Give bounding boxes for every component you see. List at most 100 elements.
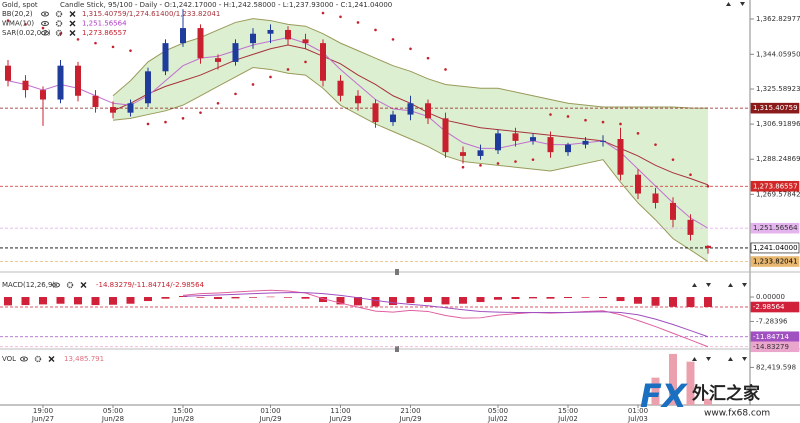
candle-body (40, 90, 46, 100)
bar (704, 398, 712, 405)
level-label: 1,233.82041 (753, 258, 798, 266)
settings-icon[interactable] (55, 29, 63, 37)
bar (616, 297, 625, 302)
candle-body (232, 43, 239, 62)
move-up-icon[interactable] (728, 357, 733, 361)
bar (459, 297, 467, 304)
x-tick-label: Jul/02 (557, 415, 578, 423)
candle-body (670, 202, 676, 220)
sar-dot (216, 101, 220, 105)
bar (21, 297, 30, 306)
move-down-icon[interactable] (706, 357, 711, 361)
bar (319, 297, 327, 303)
candle-body (407, 103, 414, 115)
sar-dot (286, 68, 290, 71)
eye-icon[interactable] (52, 282, 60, 288)
sar-dot (549, 113, 552, 116)
move-up-icon[interactable] (692, 283, 697, 287)
x-tick-label: Jun/29 (328, 415, 351, 423)
chart-title: Gold, spot (2, 1, 38, 9)
bar (424, 297, 432, 303)
panel-readout: 13,485.791 (64, 355, 104, 363)
y-tick-label: 1,344.05950 (756, 50, 800, 58)
sar-dot (514, 160, 517, 163)
x-tick-label: 01:00 (628, 407, 648, 415)
move-up-icon[interactable] (728, 283, 733, 287)
sar-dot (129, 49, 132, 52)
sar-dot (619, 122, 622, 126)
sar-dot (391, 38, 395, 41)
sar-dot (356, 21, 360, 24)
sar-dot (531, 158, 535, 161)
sar-dot (689, 173, 692, 177)
legend-name: BB(20,2) (2, 10, 33, 18)
x-tick-label: 15:00 (173, 407, 193, 415)
candle-body (355, 95, 361, 104)
move-up-icon[interactable] (692, 357, 697, 361)
settings-icon[interactable] (34, 355, 42, 363)
sar-dot (339, 15, 342, 19)
candle-body (75, 65, 81, 96)
x-tick-label: 05:00 (103, 407, 123, 415)
sar-dot (584, 118, 587, 122)
move-down-icon[interactable] (742, 283, 747, 287)
sar-dot (706, 184, 710, 188)
candle-body (197, 28, 204, 59)
panel-handle[interactable] (395, 269, 399, 352)
move-up-icon[interactable] (726, 2, 731, 6)
bar (4, 297, 12, 306)
level-box (750, 256, 800, 267)
eye-icon[interactable] (20, 356, 28, 362)
x-tick-label: Jul/03 (627, 415, 648, 423)
sar-dot (636, 132, 640, 135)
eye-icon[interactable] (41, 30, 49, 36)
sar-dot (409, 47, 412, 51)
sar-dot (24, 23, 27, 26)
candle-body (442, 118, 449, 153)
level-box (750, 301, 800, 313)
bar (249, 297, 257, 298)
candle-body (22, 80, 29, 91)
bar (581, 297, 590, 298)
close-icon[interactable] (69, 11, 76, 17)
eye-icon[interactable] (41, 21, 49, 26)
candle-body (337, 80, 344, 96)
settings-icon[interactable] (55, 20, 63, 27)
candle-body (582, 140, 589, 145)
candle-body (162, 43, 169, 72)
candle-body (145, 71, 151, 104)
candle-body (687, 219, 694, 235)
move-down-icon[interactable] (742, 357, 747, 361)
candle-body (110, 107, 116, 113)
close-icon[interactable] (69, 30, 76, 36)
y-tick-label: 1,362.82977 (756, 15, 800, 23)
settings-icon[interactable] (55, 10, 63, 18)
x-tick-label: 19:00 (33, 407, 53, 415)
close-icon[interactable] (69, 20, 76, 27)
move-down-icon[interactable] (706, 283, 711, 287)
move-down-icon[interactable] (740, 2, 745, 6)
sar-dot (6, 19, 10, 22)
close-icon[interactable] (48, 356, 55, 362)
indicator-line (182, 289, 709, 348)
candle-body (267, 29, 274, 34)
candle-body (320, 43, 326, 81)
watermark-brand: FX (640, 377, 688, 415)
y-tick-label: 1,269.57842 (756, 190, 800, 198)
candle-body (652, 193, 659, 203)
level-label: -11.84714 (753, 333, 789, 341)
candle-body (530, 137, 536, 141)
close-icon[interactable] (80, 282, 87, 288)
candle-body (617, 139, 624, 175)
settings-icon[interactable] (66, 281, 74, 289)
candle-body (250, 33, 256, 44)
sar-dot (479, 164, 482, 167)
level-label: 1,315.40759 (753, 104, 798, 112)
eye-icon[interactable] (41, 11, 49, 17)
candle-body (565, 144, 571, 153)
sar-dot (496, 162, 500, 165)
chart-subtitle: Candle Stick, 95/100 - Daily - O:1,242.1… (60, 1, 392, 9)
bar (669, 353, 677, 405)
candle-body (92, 95, 99, 108)
sar-dot (321, 11, 325, 15)
